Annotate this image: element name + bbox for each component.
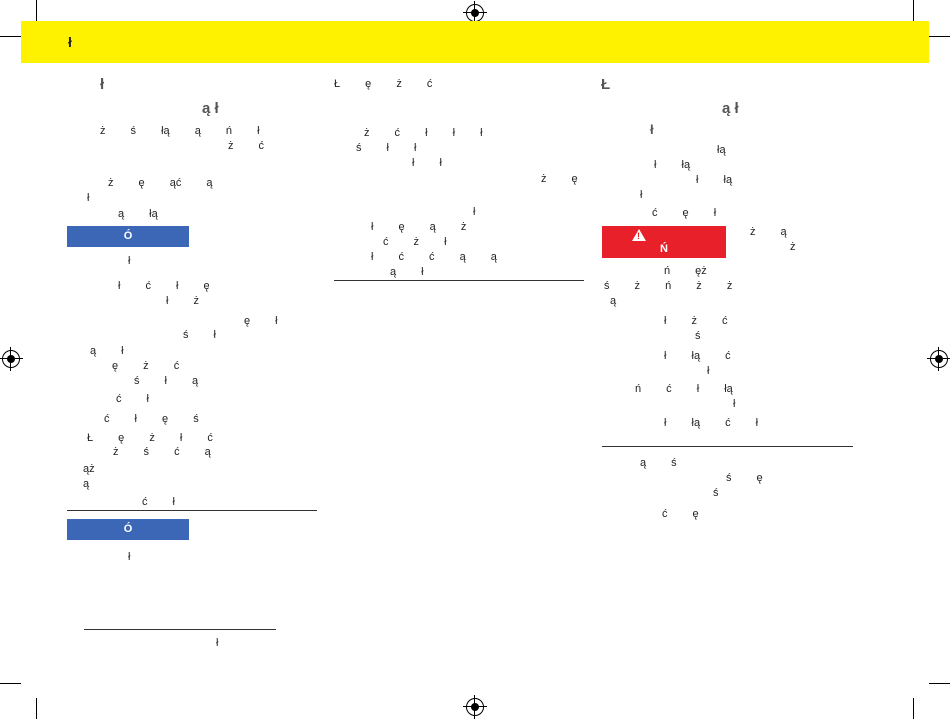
right-text-line: ą ś [640, 457, 677, 469]
right-text-line: ś ę [726, 472, 763, 484]
middle-text-line: ż ć ł ł ł [364, 127, 483, 139]
crop-mark [36, 698, 37, 719]
note-text-line: Ł ę ż ł ć [87, 432, 213, 444]
middle-text-line: ł [473, 206, 476, 218]
right-text-line: ą [610, 295, 617, 307]
crop-mark [0, 683, 21, 684]
right-text-line: ł łą ć ł [664, 417, 759, 429]
right-text-line: ł [640, 189, 643, 201]
right-subheading: ą ł [722, 100, 739, 117]
left-text-line: ż ś łą ą ń ł [100, 125, 260, 137]
divider [334, 280, 584, 281]
note-text-line: ą [83, 478, 90, 490]
note-text-line: ą ł [90, 345, 124, 357]
right-text-line: ś [695, 330, 701, 342]
note-label-box: Ó [67, 226, 189, 247]
registration-mark-icon [0, 347, 23, 371]
right-text-line: łą [717, 144, 726, 156]
note-text-line: ć ł ę ś [104, 413, 199, 425]
warning-side-text: ż [790, 241, 796, 253]
note-text-line: ć ł [116, 393, 149, 405]
divider [602, 446, 853, 447]
note-text-line: ś ł ą [134, 375, 199, 387]
note-text-line: ł [128, 255, 131, 267]
middle-text-line: ł ć ć ą ą [371, 251, 497, 263]
middle-text-line: ć ż ł [383, 236, 447, 248]
note-text-line: ś ł [183, 329, 216, 341]
middle-text-line: Ł ę ż ć [334, 78, 433, 90]
right-text-line: ł łą [654, 159, 691, 171]
warning-triangle-icon [632, 229, 646, 241]
middle-text-line: ż ę [541, 173, 578, 185]
note-text-line: ł [128, 551, 131, 563]
right-text-line: ł ż ć [664, 315, 728, 327]
middle-text-line: ł ę ą ż [371, 221, 467, 233]
middle-text-line: ś ł ł [356, 142, 417, 154]
registration-mark-icon [463, 1, 487, 25]
right-text-line: ń ć ł łą [635, 383, 733, 395]
right-text-line: ś ż ń ż ż [604, 280, 733, 292]
middle-text-line: ą ł [390, 266, 424, 278]
right-text-line: ł [733, 398, 736, 410]
footnote-text: ł [216, 637, 219, 649]
header-bar: ł [21, 21, 929, 63]
left-subheading: ą ł [202, 100, 219, 117]
divider [67, 510, 317, 511]
note-text-line: ł ż [166, 295, 199, 307]
note-text-line: ż ś ć ą [113, 446, 211, 458]
right-text-line: ć ę [662, 508, 699, 520]
crop-mark [0, 36, 21, 37]
right-text-line: ł [707, 365, 710, 377]
warning-side-text: ż ą [750, 226, 787, 238]
note-text-line: ę ż ć [112, 360, 180, 372]
note-text-line: ć ł [142, 496, 175, 508]
registration-mark-icon [463, 695, 487, 719]
note-label-box: Ó [67, 519, 189, 540]
header-title: ł [68, 34, 72, 50]
crop-mark [929, 36, 950, 37]
left-text-line: ą łą [118, 208, 158, 220]
middle-text-line: ł ł [412, 157, 442, 169]
right-text-line: ł łą ć [664, 350, 731, 362]
note-text-line: ę ł [244, 315, 278, 327]
note-text-line: ł ć ł ę [118, 280, 210, 292]
left-text-line: ż ć [228, 140, 265, 152]
crop-mark [929, 683, 950, 684]
left-heading: ł [100, 76, 105, 93]
right-text-line: ś [713, 487, 719, 499]
right-subsubheading: ł [650, 122, 654, 137]
left-text-line: ż ę ąć ą [108, 177, 213, 189]
crop-mark [913, 698, 914, 719]
footnote-divider [84, 629, 276, 630]
left-text-line: ł [87, 192, 90, 204]
note-text-line: ąż [83, 463, 95, 475]
right-text-line: ń ęż [664, 265, 707, 277]
right-text-line: ć ę ł [652, 207, 717, 219]
crop-mark [36, 0, 37, 21]
warning-label: Ń [660, 243, 668, 255]
right-heading: Ł [601, 76, 611, 93]
registration-mark-icon [927, 347, 950, 371]
right-text-line: ł łą [696, 174, 733, 186]
crop-mark [913, 0, 914, 21]
warning-label-box: ! Ń [602, 226, 726, 258]
